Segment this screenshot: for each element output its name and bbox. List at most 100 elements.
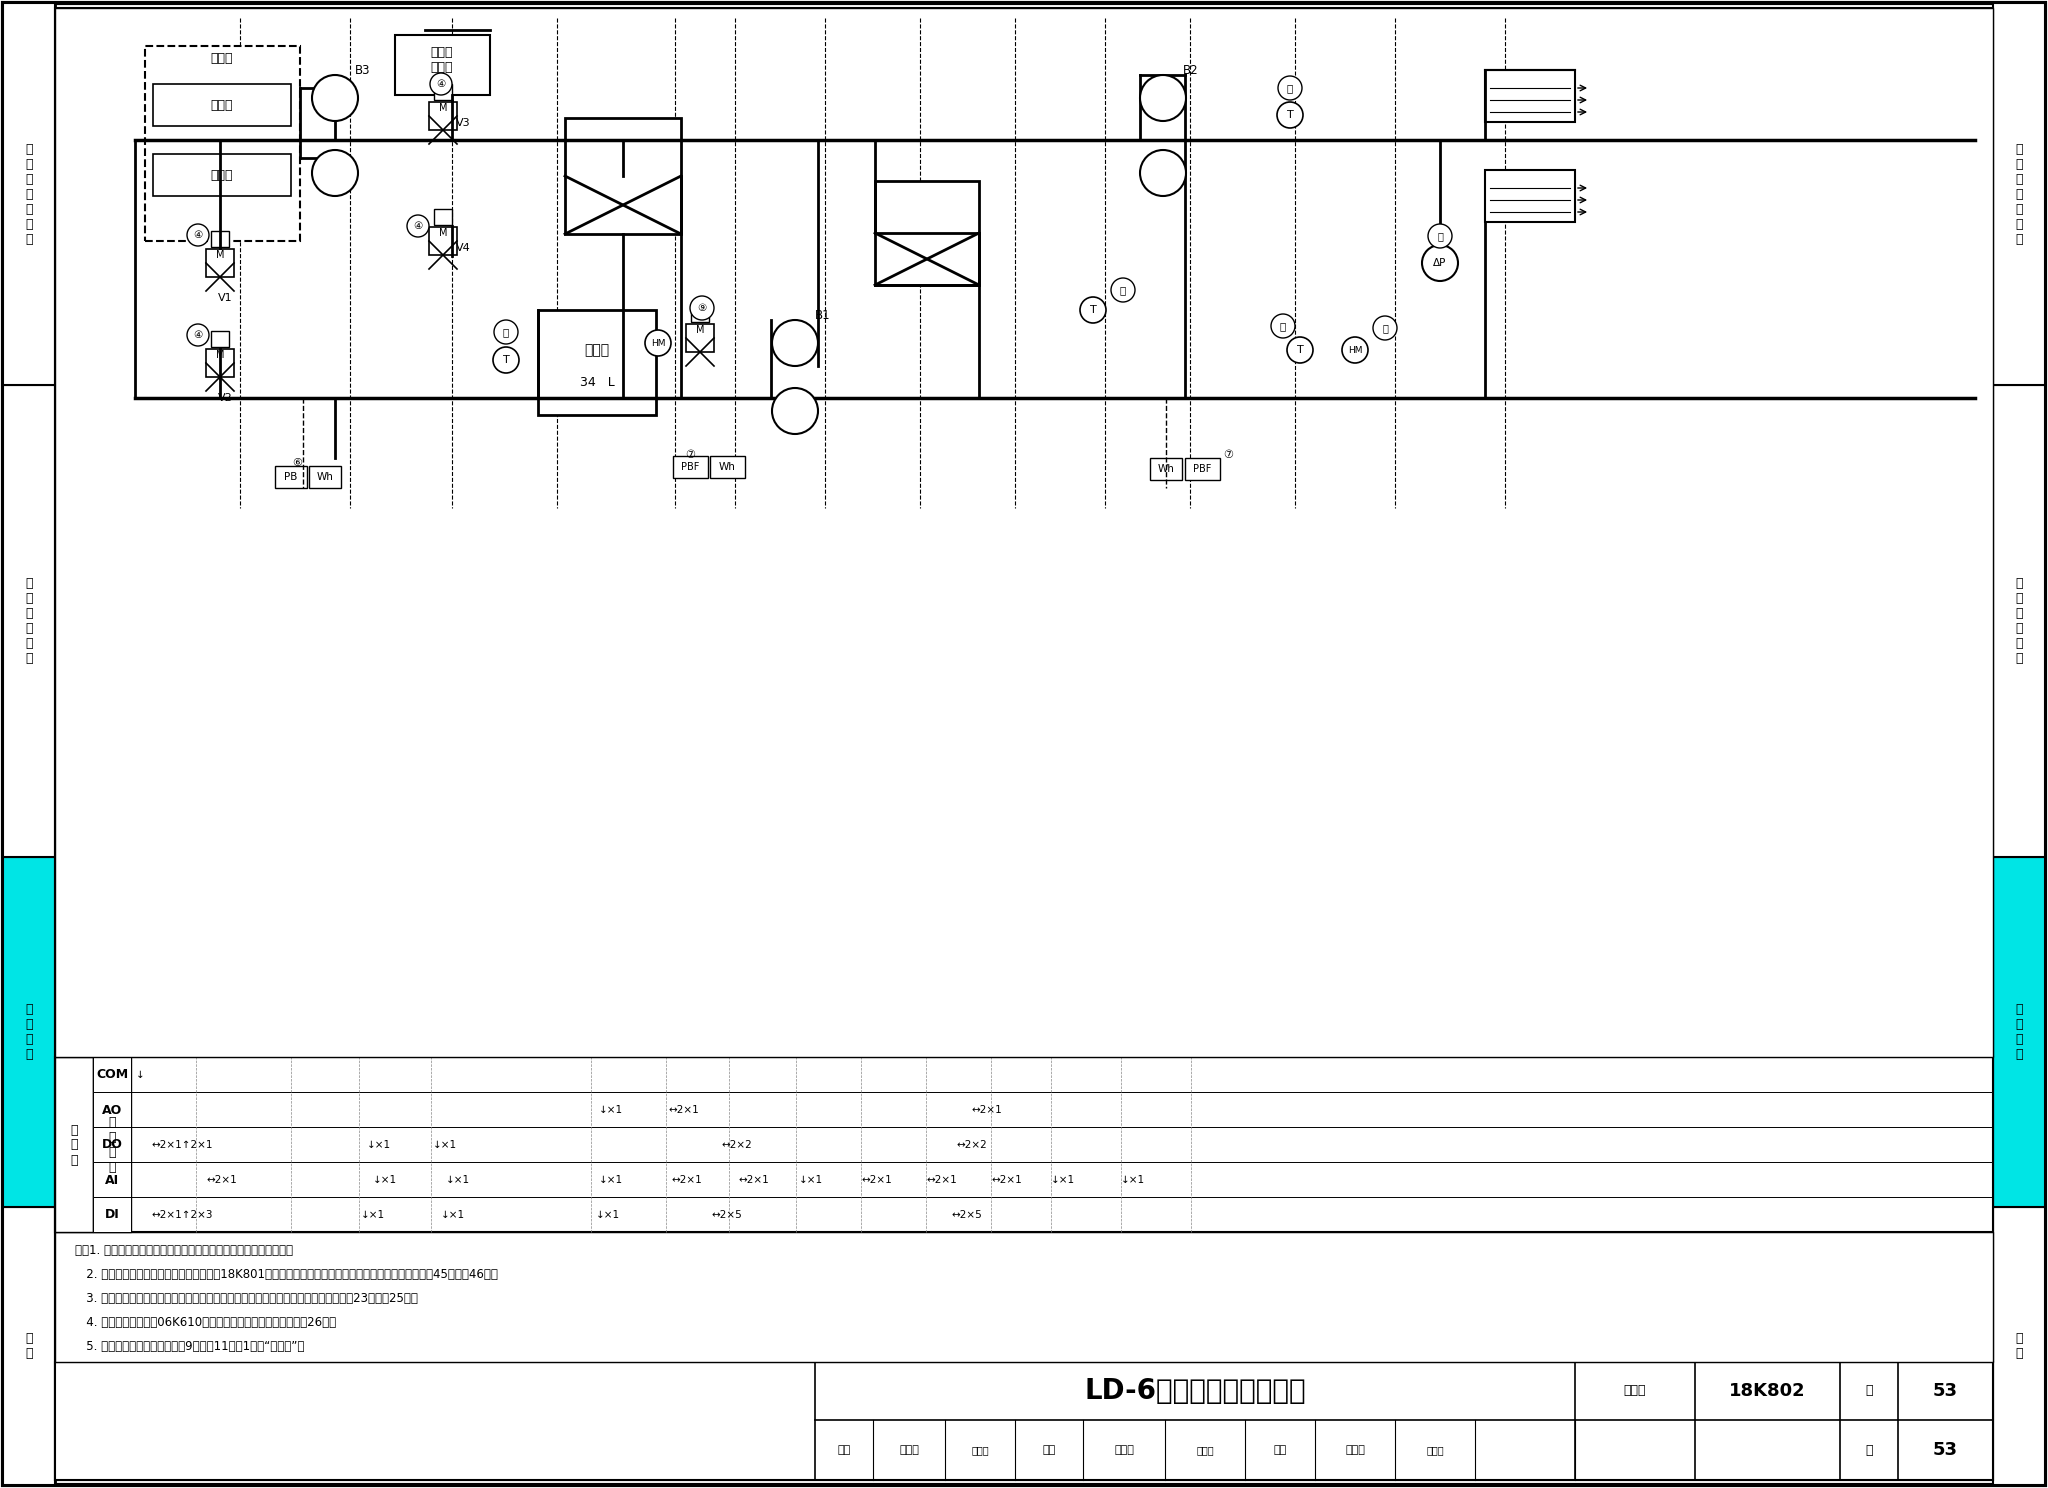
Text: ↓×1: ↓×1 — [596, 1210, 621, 1220]
Circle shape — [1421, 246, 1458, 281]
Text: ④: ④ — [193, 231, 203, 240]
Text: 蒸发器: 蒸发器 — [211, 168, 233, 182]
Text: 53: 53 — [1933, 1382, 1958, 1400]
Text: 5. 图中部件编号详见本图集第9页～第11页表1中的“图位号”。: 5. 图中部件编号详见本图集第9页～第11页表1中的“图位号”。 — [76, 1339, 305, 1353]
Text: ⑦: ⑦ — [684, 449, 694, 460]
Bar — [2, 857, 55, 1207]
Text: ④: ④ — [436, 79, 446, 89]
Text: ⑮: ⑮ — [1286, 83, 1292, 94]
Circle shape — [690, 296, 715, 320]
Bar — [211, 330, 229, 347]
Text: ⑦: ⑦ — [1223, 449, 1233, 460]
Text: 附
录: 附 录 — [2015, 1332, 2023, 1360]
Text: 附
录: 附 录 — [25, 1332, 33, 1360]
Circle shape — [1141, 74, 1186, 121]
Bar — [686, 324, 715, 353]
Text: T: T — [502, 356, 510, 365]
Bar — [1993, 385, 2046, 857]
Text: ↔2×1: ↔2×1 — [672, 1176, 702, 1184]
Bar — [428, 103, 457, 129]
Text: Wh: Wh — [317, 472, 334, 482]
Bar — [154, 153, 291, 196]
Circle shape — [772, 388, 817, 434]
Bar — [55, 1232, 1993, 1362]
Text: ㉒: ㉒ — [1438, 231, 1444, 241]
Bar — [395, 36, 489, 95]
Text: ΔP: ΔP — [1434, 257, 1446, 268]
Text: Wh: Wh — [719, 461, 735, 472]
Text: ↓: ↓ — [135, 1070, 145, 1080]
Bar — [1485, 170, 1575, 222]
Text: 冷凝器: 冷凝器 — [211, 98, 233, 112]
Text: LD-6冷水系统监控原理图: LD-6冷水系统监控原理图 — [1083, 1376, 1307, 1405]
Text: 18K802: 18K802 — [1729, 1382, 1806, 1400]
Circle shape — [1110, 278, 1135, 302]
Text: M: M — [438, 103, 446, 113]
Bar — [565, 118, 682, 234]
Text: ↓×1: ↓×1 — [440, 1210, 465, 1220]
Bar — [539, 310, 655, 415]
Text: B2: B2 — [1184, 64, 1198, 76]
Bar — [1485, 70, 1575, 122]
Text: 4. 此图参考国标图集06K610《冰蓄冷系统设计与施工图集》第26页。: 4. 此图参考国标图集06K610《冰蓄冷系统设计与施工图集》第26页。 — [76, 1315, 336, 1329]
Circle shape — [408, 214, 428, 237]
Text: ⑭: ⑭ — [504, 327, 510, 336]
Circle shape — [1372, 315, 1397, 339]
Text: ④: ④ — [414, 222, 422, 231]
Text: T: T — [1286, 110, 1294, 121]
Text: 页: 页 — [1866, 1384, 1872, 1397]
Text: 双工况: 双工况 — [211, 52, 233, 64]
Text: ↔2×1: ↔2×1 — [737, 1176, 768, 1184]
Text: 孙继岩: 孙继岩 — [1196, 1445, 1214, 1455]
Bar — [1993, 1207, 2046, 1485]
Circle shape — [494, 320, 518, 344]
Text: ↓×1: ↓×1 — [373, 1176, 397, 1184]
Text: PBF: PBF — [1192, 464, 1210, 475]
Circle shape — [772, 320, 817, 366]
Text: M: M — [438, 228, 446, 238]
Text: ↓×1: ↓×1 — [1051, 1176, 1075, 1184]
Text: ↔2×2: ↔2×2 — [956, 1140, 987, 1150]
Bar — [154, 83, 291, 126]
Text: M: M — [215, 350, 223, 360]
Text: M: M — [696, 324, 705, 335]
Bar — [2, 385, 55, 857]
Text: ⑥: ⑥ — [293, 458, 301, 469]
Text: ↔2×5: ↔2×5 — [711, 1210, 741, 1220]
Text: 何晓微: 何晓微 — [1346, 1445, 1364, 1455]
Bar — [55, 7, 1993, 1056]
Text: V4: V4 — [455, 243, 471, 253]
Bar — [1151, 458, 1182, 481]
Text: 补水定
压装置: 补水定 压装置 — [430, 46, 453, 74]
Text: HM: HM — [651, 338, 666, 348]
Text: ↓×1: ↓×1 — [1120, 1176, 1145, 1184]
Bar — [274, 466, 307, 488]
Circle shape — [1341, 336, 1368, 363]
Text: 图集号: 图集号 — [1624, 1384, 1647, 1397]
Circle shape — [645, 330, 672, 356]
Text: ↔2×1: ↔2×1 — [207, 1176, 238, 1184]
Circle shape — [494, 347, 518, 373]
Text: PB: PB — [285, 472, 297, 482]
Bar — [207, 350, 233, 376]
Bar — [674, 455, 709, 478]
Circle shape — [186, 225, 209, 246]
Text: 通
用
监
控
要
求: 通 用 监 控 要 求 — [25, 577, 33, 665]
Bar — [428, 228, 457, 254]
Text: ↓×1: ↓×1 — [360, 1210, 385, 1220]
Text: ↓×1: ↓×1 — [598, 1106, 623, 1115]
Text: ④: ④ — [193, 330, 203, 339]
Text: ㉘: ㉘ — [1382, 323, 1389, 333]
Text: ⑨: ⑨ — [698, 304, 707, 312]
Text: ↓×1: ↓×1 — [598, 1176, 623, 1184]
Text: 2. 冷水机组自带控制单元，详见国标图集18K801《暖通空调系统的检测与监控（冷热源系统分册）》第45页、第46页。: 2. 冷水机组自带控制单元，详见国标图集18K801《暖通空调系统的检测与监控（… — [76, 1268, 498, 1281]
Circle shape — [1141, 150, 1186, 196]
Circle shape — [1079, 298, 1106, 323]
Text: M: M — [215, 250, 223, 260]
Bar — [690, 307, 709, 321]
Text: 赵晓宇: 赵晓宇 — [899, 1445, 920, 1455]
Bar — [2, 1207, 55, 1485]
Bar — [211, 231, 229, 247]
Text: 页: 页 — [1866, 1443, 1872, 1457]
Bar — [2, 3, 55, 1485]
